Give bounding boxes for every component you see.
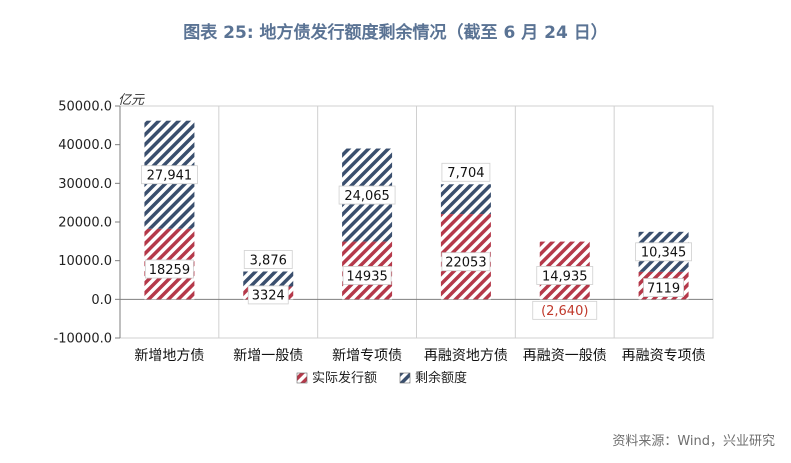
- data-label-box: [338, 185, 396, 205]
- data-label: 3324: [252, 289, 285, 304]
- data-label: 24,065: [344, 189, 390, 204]
- chart-title: 图表 25: 地方债发行额度剩余情况（截至 6 月 24 日）: [183, 23, 608, 43]
- data-label-box: [635, 242, 692, 262]
- y-tick-label: 40000.0: [58, 138, 112, 153]
- data-label: (2,640): [541, 304, 588, 319]
- y-tick-label: 10000.0: [58, 254, 112, 269]
- data-label-box: [643, 278, 684, 297]
- bar-remaining: [440, 184, 491, 215]
- x-tick-label: 新增一般债: [233, 348, 303, 364]
- legend-swatch: [296, 372, 308, 384]
- data-label-box: [441, 162, 491, 182]
- x-tick-label: 新增专项债: [332, 348, 402, 364]
- y-tick-label: 20000.0: [58, 216, 112, 231]
- data-label-box: [532, 300, 598, 320]
- x-tick-label: 再融资地方债: [424, 348, 508, 364]
- data-label: 14,935: [542, 269, 588, 284]
- data-label: 3,876: [250, 253, 287, 268]
- y-tick-label: 0.0: [91, 293, 112, 308]
- legend-label: 剩余额度: [415, 370, 467, 386]
- data-label: 14935: [346, 269, 387, 284]
- x-tick-label: 再融资一般债: [523, 348, 607, 364]
- data-label: 27,941: [147, 169, 193, 184]
- data-label-box: [441, 252, 491, 272]
- data-label-box: [243, 250, 293, 269]
- x-tick-label: 再融资专项债: [622, 348, 706, 364]
- data-label-box: [247, 285, 289, 305]
- x-tick-label: 新增地方债: [134, 348, 204, 364]
- data-label: 18259: [149, 263, 190, 278]
- legend-swatch: [399, 372, 411, 384]
- bar-remaining: [243, 271, 294, 287]
- data-label-box: [342, 266, 392, 285]
- data-label: 7,704: [447, 166, 484, 181]
- unit-label: 亿元: [118, 93, 145, 108]
- data-label: 7119: [647, 281, 680, 296]
- y-tick-label: -10000.0: [54, 332, 112, 347]
- data-label-box: [141, 165, 198, 185]
- y-tick-label: 30000.0: [58, 177, 112, 192]
- legend-label: 实际发行额: [312, 370, 377, 386]
- source-note: 资料来源：Wind，兴业研究: [612, 434, 775, 449]
- y-tick-label: 50000.0: [58, 100, 112, 115]
- data-label: 10,345: [641, 246, 687, 261]
- data-label: 22053: [445, 255, 486, 270]
- data-label-box: [145, 259, 194, 279]
- data-label-box: [536, 266, 594, 285]
